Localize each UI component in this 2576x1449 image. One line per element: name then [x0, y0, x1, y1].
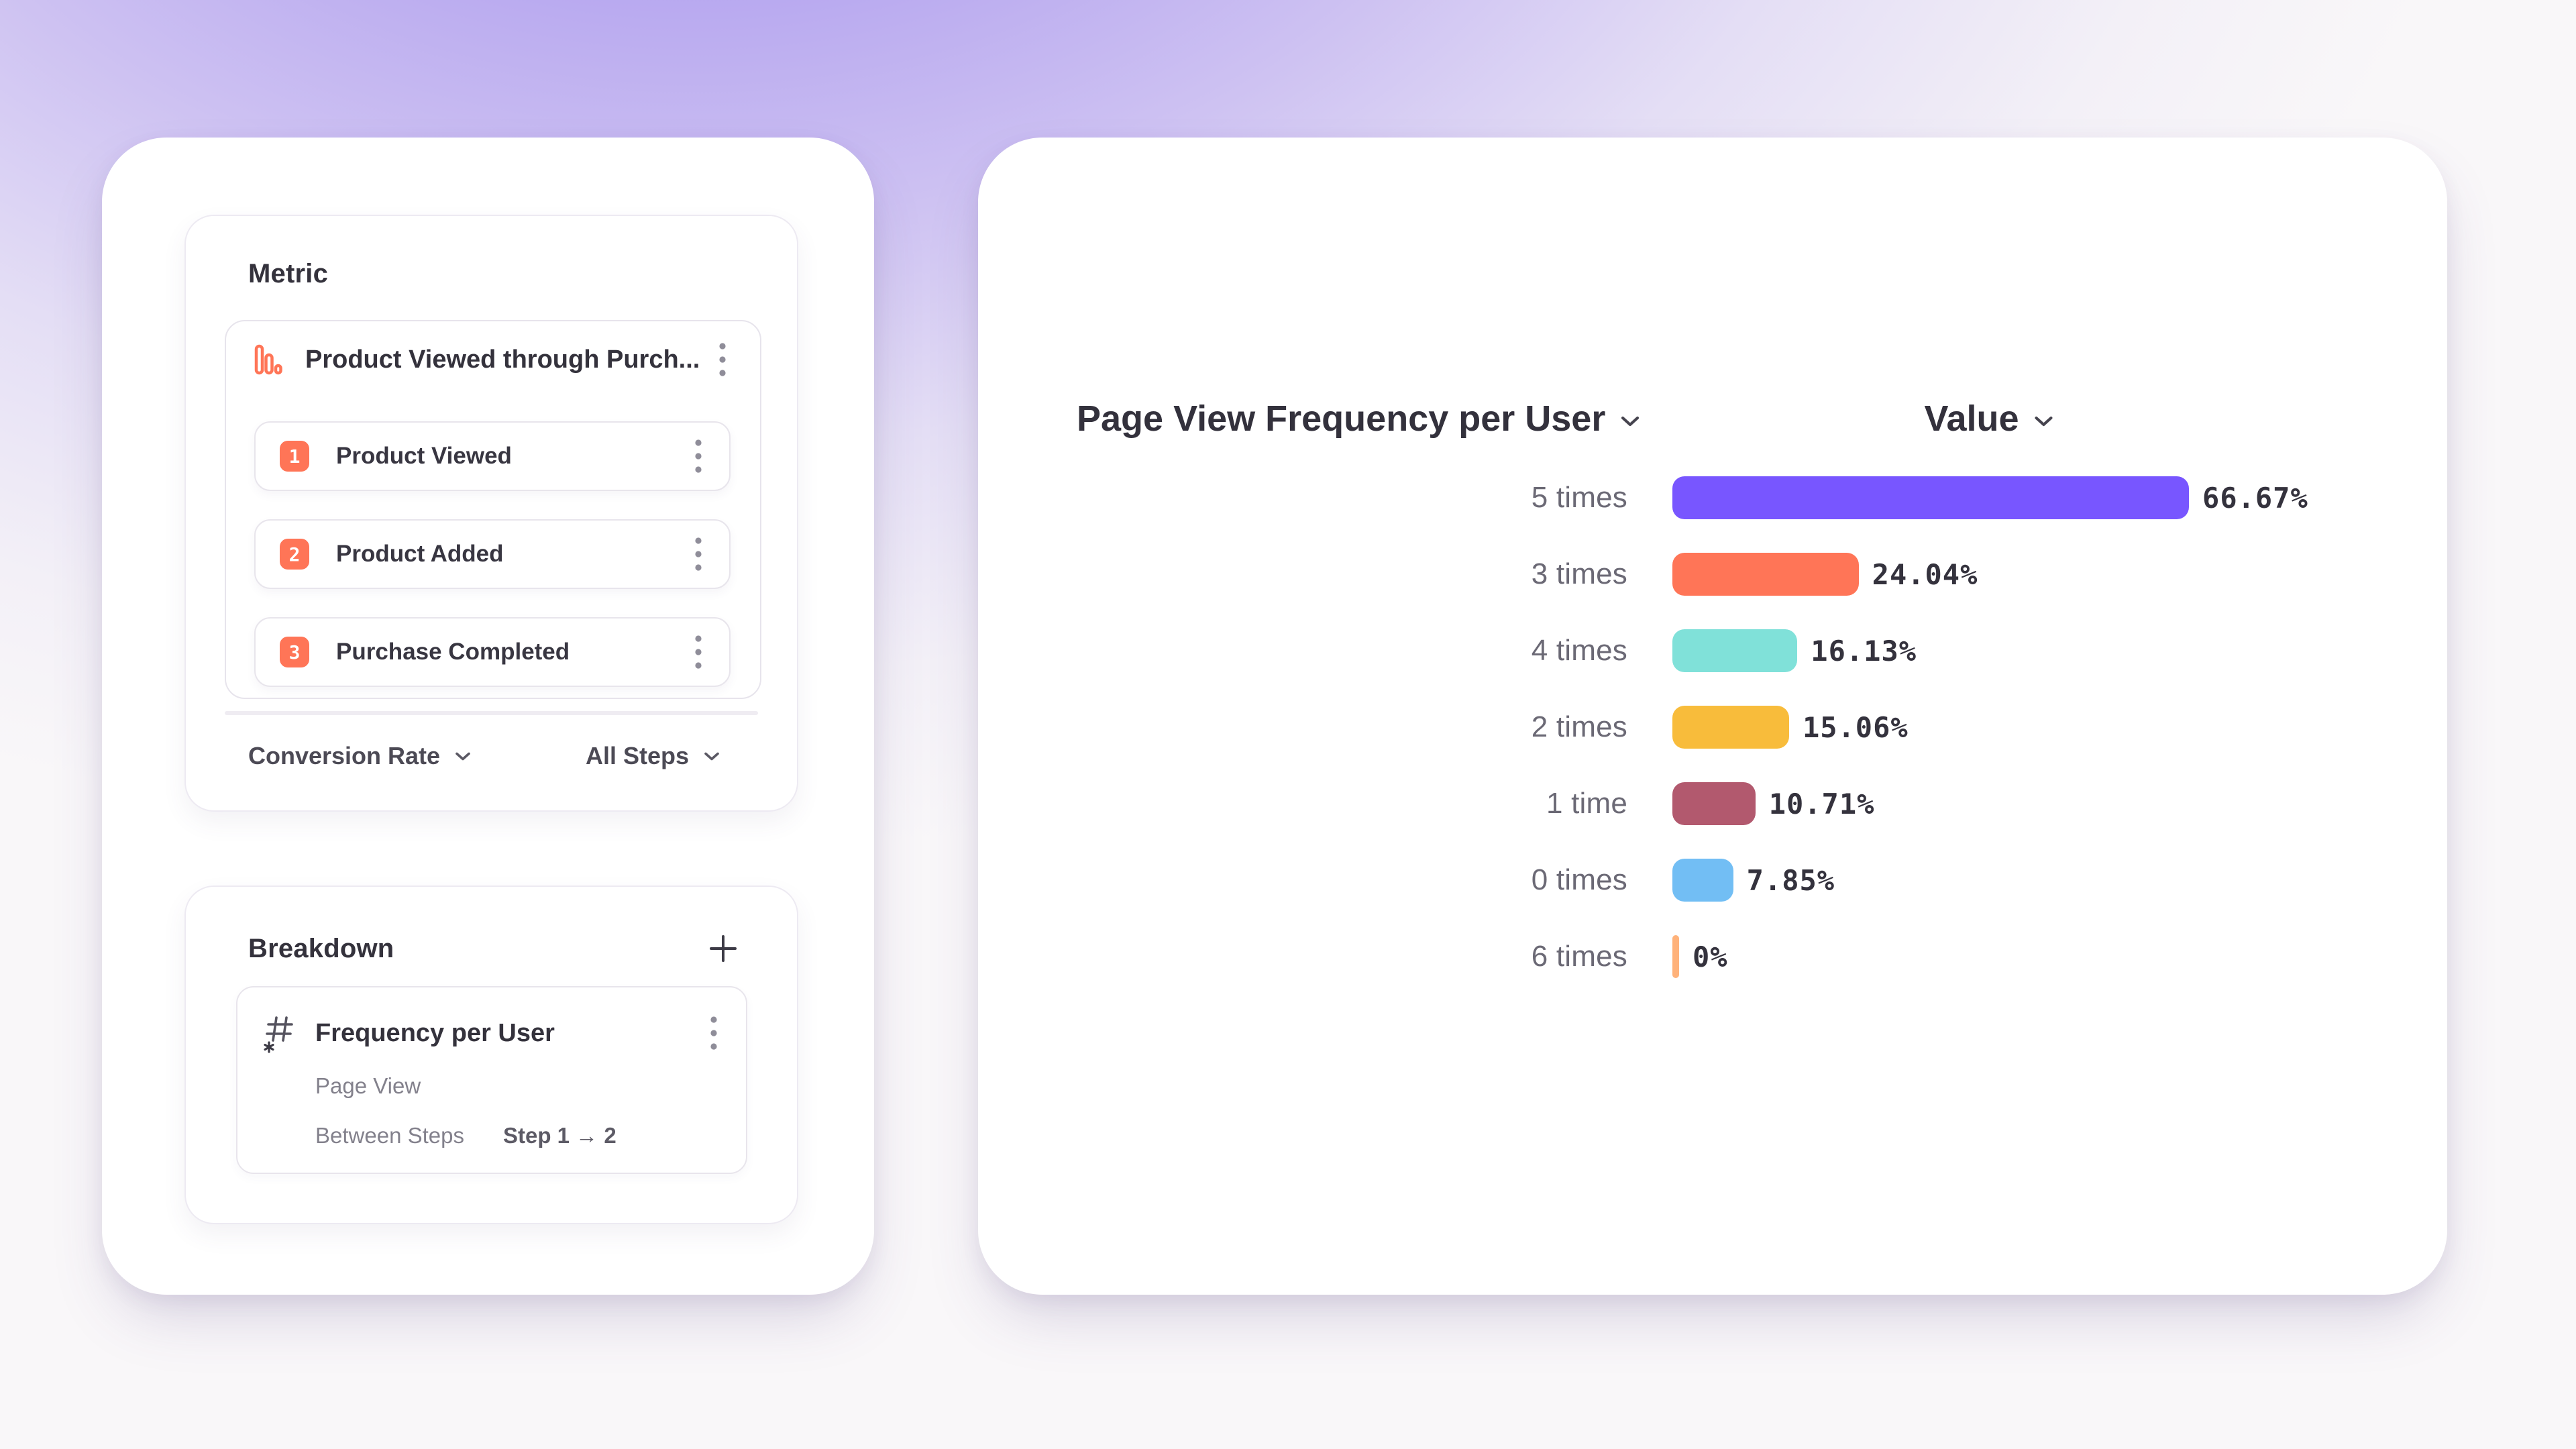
kebab-menu-icon[interactable]: [700, 1013, 727, 1053]
bar[interactable]: [1672, 553, 1859, 596]
step-number-badge: 2: [280, 539, 309, 570]
bar-category-label: 4 times: [1531, 634, 1627, 667]
funnel-metric-label: Product Viewed through Purch...: [305, 345, 700, 374]
between-steps-label: Between Steps: [315, 1123, 464, 1148]
funnel-step[interactable]: 2 Product Added: [254, 519, 731, 589]
metric-section-title: Metric: [248, 259, 329, 288]
funnel-metric-row[interactable]: Product Viewed through Purch...: [254, 336, 736, 383]
divider: [225, 711, 758, 715]
bar-track: 10.71%: [1672, 782, 2447, 825]
all-steps-label: All Steps: [585, 742, 689, 769]
step-label: Product Added: [336, 541, 504, 567]
bar-value-label: 10.71%: [1768, 787, 1875, 820]
bar-value-label: 15.06%: [1802, 710, 1909, 744]
chevron-down-icon: [455, 751, 471, 761]
step-range-value[interactable]: Step 1 → 2: [502, 1123, 616, 1148]
kebab-menu-icon[interactable]: [685, 632, 712, 672]
add-breakdown-button[interactable]: [706, 931, 741, 966]
funnel-step[interactable]: 1 Product Viewed: [254, 421, 731, 491]
funnel-steps: 1 Product Viewed 2 Product Added 3 Purch…: [254, 421, 731, 687]
breakdown-section-title: Breakdown: [248, 933, 394, 963]
bar-category-label: 2 times: [1531, 710, 1627, 743]
breakdown-between-row: Between Steps Step 1 → 2: [315, 1123, 616, 1148]
bar-value-label: 16.13%: [1811, 634, 1917, 667]
bar-row: 6 times 0%: [978, 918, 2447, 995]
bar-value-label: 66.67%: [2202, 481, 2308, 515]
step-label: Purchase Completed: [336, 639, 570, 665]
series-dropdown[interactable]: Page View Frequency per User: [1077, 398, 1640, 439]
hash-asterisk-icon: [263, 1012, 298, 1054]
funnel-panel: Product Viewed through Purch... 1 Produc…: [225, 320, 761, 699]
bar-track: 7.85%: [1672, 859, 2447, 902]
conversion-rate-dropdown[interactable]: Conversion Rate: [248, 742, 471, 770]
breakdown-event-label: Page View: [315, 1073, 421, 1098]
step-number-badge: 3: [280, 637, 309, 667]
breakdown-item-header: Frequency per User: [263, 1010, 727, 1056]
breakdown-header: Breakdown: [248, 927, 741, 970]
bar[interactable]: [1672, 782, 1756, 825]
bar[interactable]: [1672, 935, 1679, 978]
bar[interactable]: [1672, 476, 2190, 519]
bar-track: 24.04%: [1672, 553, 2447, 596]
breakdown-card: Breakdown: [184, 885, 798, 1224]
breakdown-item[interactable]: Frequency per User Page View Between Ste…: [236, 986, 747, 1174]
bar[interactable]: [1672, 859, 1733, 902]
bar-chart-icon: [254, 344, 282, 375]
kebab-menu-icon[interactable]: [685, 436, 712, 476]
funnel-step[interactable]: 3 Purchase Completed: [254, 617, 731, 687]
step-number-badge: 1: [280, 441, 309, 472]
query-builder-panel: Metric Product Viewed through Purch...: [102, 138, 874, 1295]
chart-panel: Page View Frequency per User Value 5 tim…: [978, 138, 2447, 1295]
chevron-down-icon: [1620, 415, 1640, 427]
metric-card: Metric Product Viewed through Purch...: [184, 215, 798, 812]
chevron-down-icon: [2034, 415, 2054, 427]
bar-category-label: 0 times: [1531, 863, 1627, 896]
metric-footer: Conversion Rate All Steps: [248, 734, 720, 778]
bar-category-label: 3 times: [1531, 557, 1627, 590]
value-header-label: Value: [1924, 398, 2019, 439]
bar-row: 1 time 10.71%: [978, 765, 2447, 842]
bar-category-label: 5 times: [1531, 481, 1627, 514]
bar-chart: 5 times 66.67% 3 times 24.04% 4 times 16…: [978, 460, 2447, 995]
kebab-menu-icon[interactable]: [685, 534, 712, 574]
bar-track: 0%: [1672, 935, 2447, 978]
all-steps-dropdown[interactable]: All Steps: [586, 742, 720, 770]
bar[interactable]: [1672, 706, 1789, 749]
bar-track: 16.13%: [1672, 629, 2447, 672]
chevron-down-icon: [704, 751, 720, 761]
bar-row: 4 times 16.13%: [978, 612, 2447, 689]
bar-category-label: 1 time: [1546, 787, 1627, 820]
value-dropdown[interactable]: Value: [1924, 398, 2053, 439]
bar-row: 5 times 66.67%: [978, 460, 2447, 536]
bar-row: 3 times 24.04%: [978, 536, 2447, 612]
bar[interactable]: [1672, 629, 1798, 672]
bar-row: 0 times 7.85%: [978, 842, 2447, 918]
bar-track: 66.67%: [1672, 476, 2447, 519]
bar-value-label: 7.85%: [1746, 863, 1835, 897]
step-label: Product Viewed: [336, 443, 512, 469]
bar-category-label: 6 times: [1531, 940, 1627, 973]
breakdown-item-label: Frequency per User: [315, 1018, 555, 1047]
chart-title: Page View Frequency per User: [1077, 398, 1606, 439]
kebab-menu-icon[interactable]: [709, 339, 736, 380]
bar-value-label: 24.04%: [1872, 557, 1978, 591]
bar-row: 2 times 15.06%: [978, 689, 2447, 765]
conversion-rate-label: Conversion Rate: [248, 742, 441, 769]
bar-track: 15.06%: [1672, 706, 2447, 749]
bar-value-label: 0%: [1693, 940, 1728, 973]
